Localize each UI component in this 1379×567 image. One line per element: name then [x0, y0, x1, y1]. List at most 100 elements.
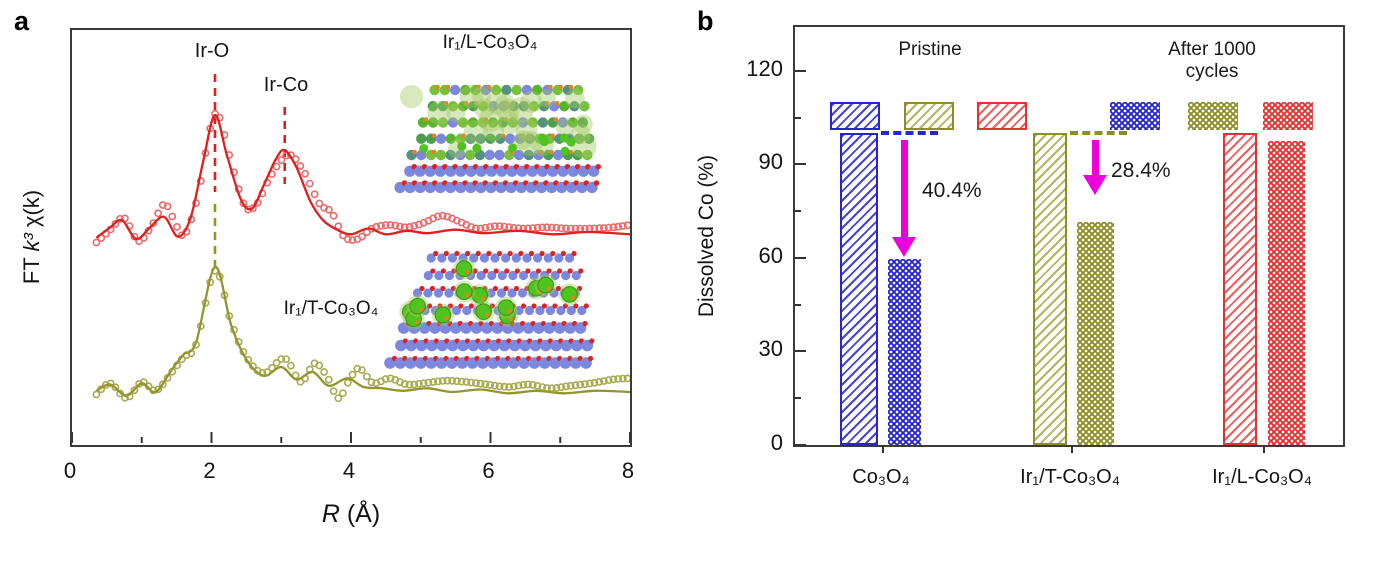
orange-speck: [463, 100, 469, 106]
panel-a-letter: a: [14, 6, 30, 36]
surface-atom: [427, 101, 438, 112]
oxygen-atom: [562, 303, 568, 309]
oxygen-atom: [447, 303, 454, 309]
hydrated-layer-halo: [571, 124, 591, 145]
x-tick-label-a: 8: [621, 458, 635, 483]
oxygen-atom: [546, 268, 552, 274]
legend-swatch-after-blue: [1110, 102, 1160, 130]
x-category-tick: [1071, 445, 1073, 453]
data-marker-l: [566, 224, 575, 233]
surface-atom: [455, 149, 466, 161]
oxygen-atom: [440, 268, 446, 274]
orange-speck: [435, 84, 440, 90]
data-marker-t: [519, 380, 528, 389]
data-marker-l: [168, 212, 177, 221]
data-marker-l: [324, 205, 333, 214]
drop-arrow-shaft: [900, 140, 908, 237]
orange-speck: [546, 286, 552, 291]
data-marker-t: [433, 377, 442, 386]
orange-speck: [539, 149, 544, 155]
category-label-1: Ir₁/T-Co₃O₄: [1020, 466, 1120, 488]
oxygen-atom: [443, 250, 449, 257]
oxygen-atom: [555, 285, 562, 292]
x-axis-label-r: R: [321, 500, 340, 528]
data-marker-l: [92, 238, 101, 247]
data-marker-t: [571, 381, 580, 390]
orange-speck: [414, 320, 420, 325]
surface-atom: [574, 133, 585, 144]
cobalt-atom: [566, 305, 576, 316]
cobalt-atom: [554, 253, 564, 263]
oxygen-atom: [525, 268, 531, 274]
data-marker-t: [448, 376, 456, 385]
surface-atom: [572, 84, 584, 96]
data-marker-t: [410, 380, 419, 389]
y-major-tick: [795, 256, 806, 259]
oxygen-atom: [541, 303, 548, 309]
orange-speck: [558, 84, 563, 90]
data-marker-t: [514, 381, 523, 390]
data-marker-t: [452, 377, 461, 386]
oxygen-atom: [557, 268, 563, 274]
data-marker-t: [590, 378, 599, 387]
hydrated-layer-halo: [537, 89, 556, 108]
data-marker-l: [343, 235, 352, 244]
oxygen-atom: [430, 268, 436, 274]
data-marker-l: [495, 222, 504, 231]
data-marker-t: [557, 383, 566, 392]
inset-label-l-co3o4: Ir₁/L-Co₃O₄: [442, 32, 538, 53]
surface-atom: [567, 117, 578, 128]
cobalt-atom: [564, 253, 575, 263]
data-marker-t: [130, 386, 139, 395]
oxygen-atom: [464, 250, 471, 257]
data-marker-t: [576, 380, 585, 389]
data-marker-l: [562, 224, 570, 233]
y-tick-label-b: 120: [746, 55, 783, 81]
orange-speck: [483, 117, 489, 122]
iridium-atom: [561, 286, 578, 303]
data-marker-t: [343, 378, 352, 387]
legend-swatch-after-olive: [1188, 102, 1238, 130]
surface-atom: [504, 133, 516, 144]
oxygen-atom: [595, 163, 601, 170]
y-tick-label-b: 90: [758, 149, 783, 175]
bar-pristine-blue: [840, 133, 878, 445]
drop-arrow-shaft: [1091, 140, 1099, 175]
data-marker-l: [552, 223, 561, 232]
data-marker-l: [348, 236, 357, 244]
hydrated-layer-halo: [573, 114, 593, 134]
cobalt-atom: [444, 270, 455, 281]
orange-speck: [553, 117, 559, 122]
hydrated-layer-halo: [570, 133, 597, 159]
x-tick-label-a: 2: [203, 458, 216, 483]
data-marker-t: [566, 381, 575, 390]
drop-arrow-head: [892, 237, 916, 257]
oxygen-atom: [520, 303, 527, 309]
data-marker-t: [358, 366, 366, 374]
data-marker-t: [476, 379, 485, 388]
drop-arrow-head: [1083, 175, 1107, 195]
data-marker-l: [410, 221, 419, 230]
oxygen-atom: [593, 180, 600, 186]
oxygen-atom: [454, 250, 460, 257]
surface-atom: [467, 117, 479, 128]
ref-dash-olive: [1070, 131, 1127, 136]
orange-speck: [445, 84, 451, 90]
x-tick-label-a: 4: [342, 458, 356, 483]
data-marker-t: [500, 382, 509, 391]
data-marker-t: [324, 375, 333, 384]
surface-atom: [447, 101, 459, 112]
surface-atom: [427, 117, 439, 128]
data-marker-t: [272, 358, 281, 367]
data-marker-t: [92, 390, 101, 399]
data-marker-l: [490, 222, 499, 231]
ref-dash-blue: [881, 131, 938, 136]
cobalt-atom: [490, 253, 500, 263]
cobalt-atom: [543, 253, 553, 263]
data-marker-t: [353, 364, 362, 373]
orange-speck: [443, 100, 449, 106]
hydrated-layer-halo: [555, 118, 575, 137]
cobalt-atom: [561, 270, 571, 281]
iridium-atom: [455, 260, 473, 277]
data-marker-t: [139, 378, 148, 387]
